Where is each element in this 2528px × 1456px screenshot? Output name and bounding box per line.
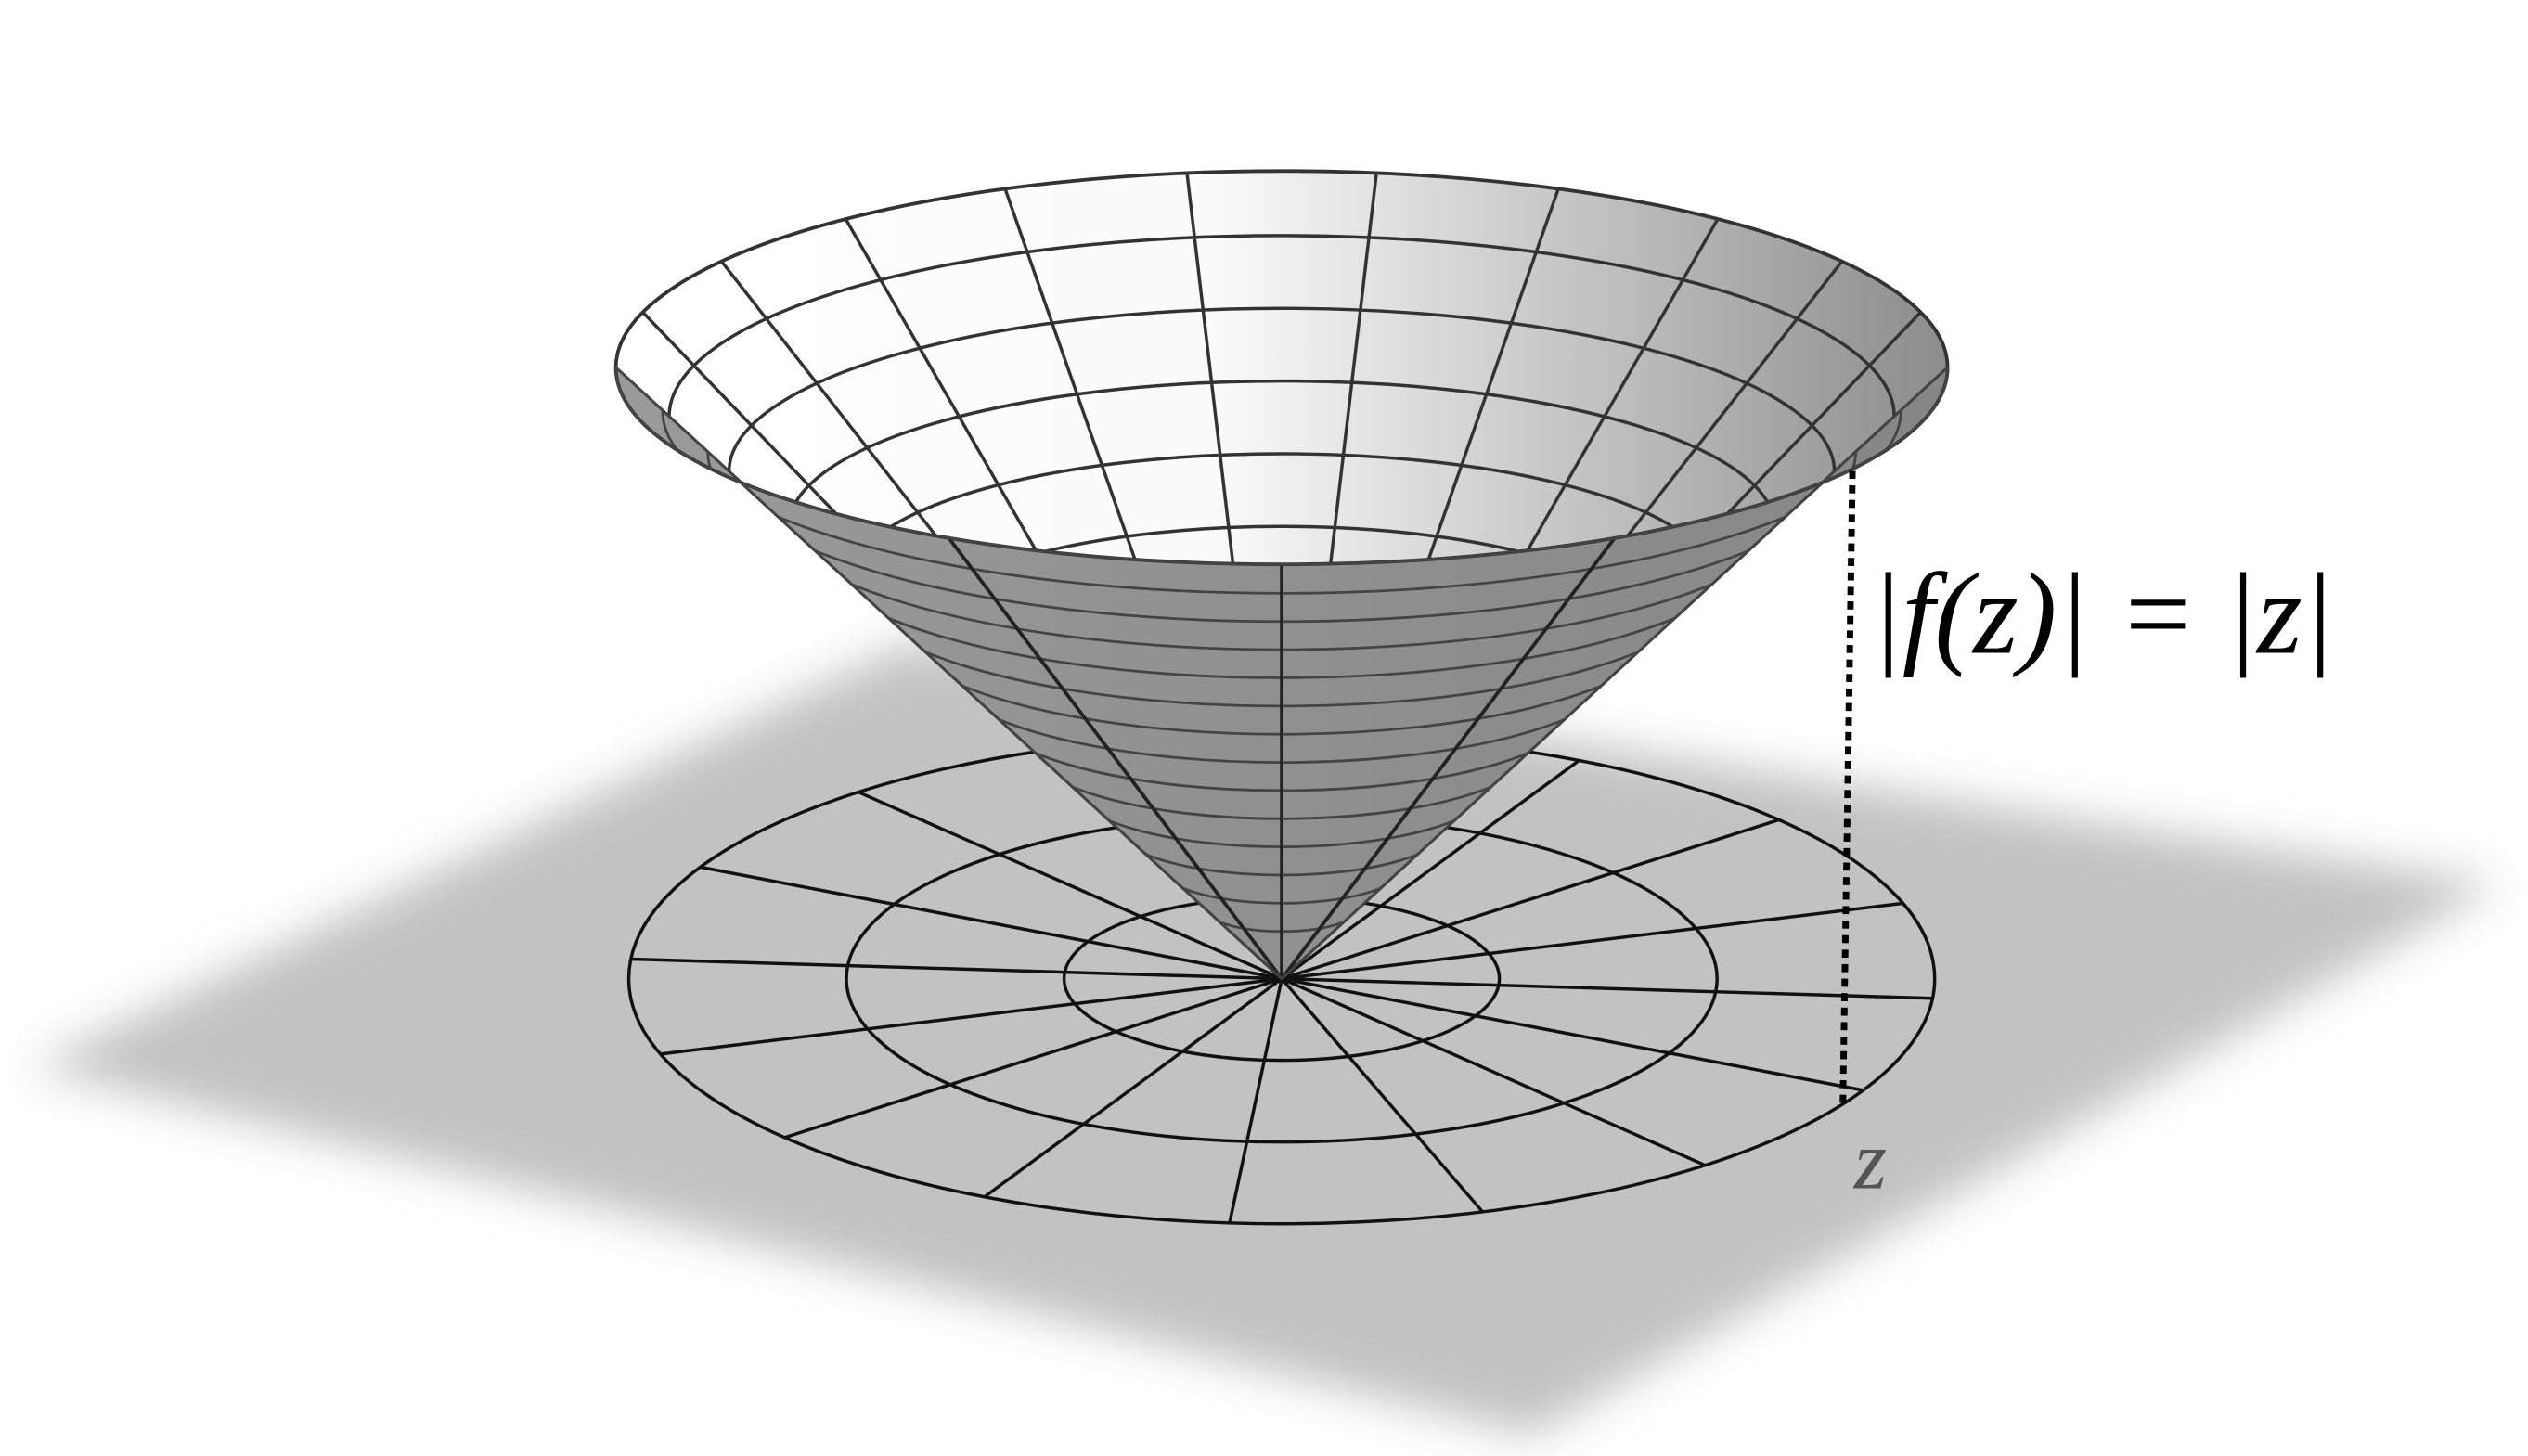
grid-spoke <box>783 976 1283 1140</box>
grid-spoke <box>660 976 1283 1056</box>
grid-spoke <box>1228 978 1283 1224</box>
grid-spoke <box>1281 901 1903 981</box>
grid-spoke <box>1282 976 1933 1000</box>
interior-ring <box>847 452 1717 582</box>
exterior-spoke <box>947 536 1283 979</box>
modulus-label: |f(z)| = |z| <box>1870 551 2334 679</box>
grid-spoke <box>1281 976 1864 1092</box>
point-label: z <box>1852 1114 1887 1206</box>
grid-spoke <box>700 865 1283 981</box>
interior-ring <box>787 379 1776 527</box>
cone <box>613 169 1950 981</box>
ground-plane <box>32 641 2499 1436</box>
exterior-spoke <box>1280 536 1617 979</box>
grid-spoke <box>1281 977 1706 1167</box>
grid-spoke <box>858 791 1283 981</box>
cone-outline <box>614 365 1949 981</box>
interior-ring <box>727 306 1837 472</box>
cone-interior <box>615 171 1948 565</box>
grid-spoke <box>983 977 1283 1199</box>
grid-spoke <box>1280 977 1484 1214</box>
interior-ring <box>667 234 1896 417</box>
height-line <box>1839 470 1856 1110</box>
grid-spoke <box>1281 759 1580 981</box>
grid-spoke <box>630 957 1283 981</box>
grid-spoke <box>1281 818 1780 981</box>
